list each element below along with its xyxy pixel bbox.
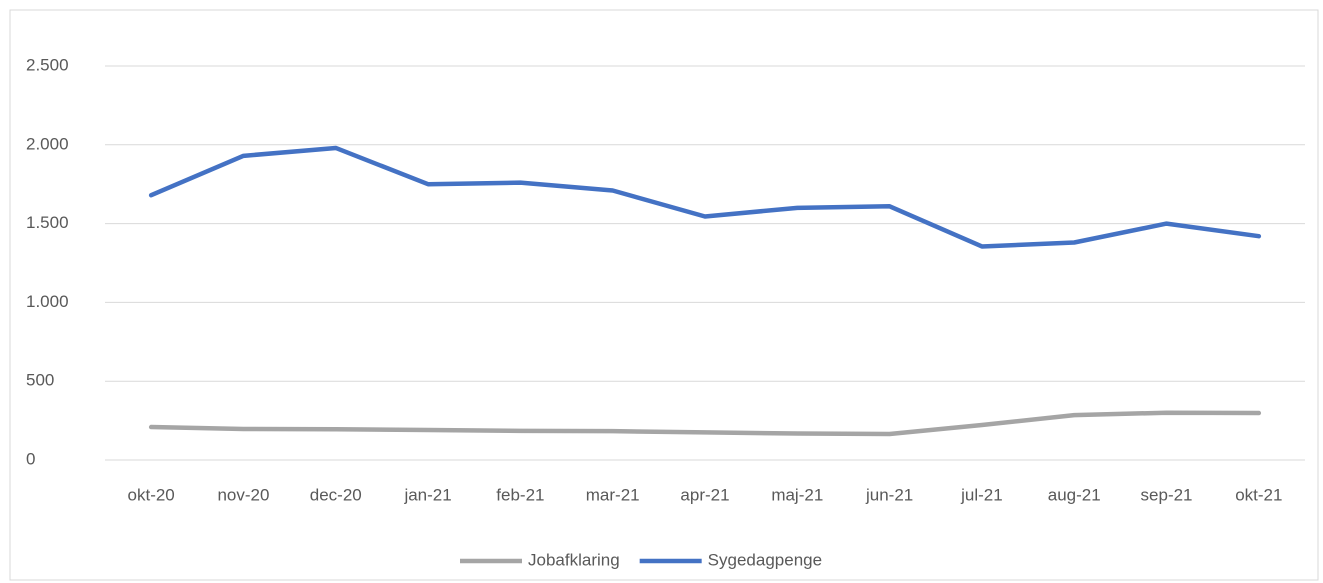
series-line — [148, 410, 1262, 437]
y-tick-label: 1.500 — [26, 213, 69, 232]
x-tick-label: okt-21 — [1235, 485, 1282, 504]
x-tick-label: apr-21 — [680, 485, 729, 504]
x-tick-label: maj-21 — [771, 485, 823, 504]
chart-border — [9, 9, 1319, 581]
legend-label: Jobafklaring — [528, 550, 620, 569]
x-tick-label: okt-20 — [128, 485, 175, 504]
legend-label: Sygedagpenge — [708, 550, 822, 569]
series-line — [148, 145, 1262, 249]
y-tick-label: 0 — [26, 449, 35, 468]
x-tick-label: jul-21 — [960, 485, 1003, 504]
y-tick-label: 2.500 — [26, 55, 69, 74]
x-tick-label: jan-21 — [403, 485, 451, 504]
x-tick-label: sep-21 — [1141, 485, 1193, 504]
x-tick-label: mar-21 — [586, 485, 640, 504]
y-tick-label: 2.000 — [26, 134, 69, 153]
y-tick-label: 1.000 — [26, 292, 69, 311]
x-tick-label: nov-20 — [217, 485, 269, 504]
y-tick-label: 500 — [26, 371, 54, 390]
x-tick-label: jun-21 — [865, 485, 913, 504]
x-tick-label: feb-21 — [496, 485, 544, 504]
x-tick-label: dec-20 — [310, 485, 362, 504]
x-tick-label: aug-21 — [1048, 485, 1101, 504]
